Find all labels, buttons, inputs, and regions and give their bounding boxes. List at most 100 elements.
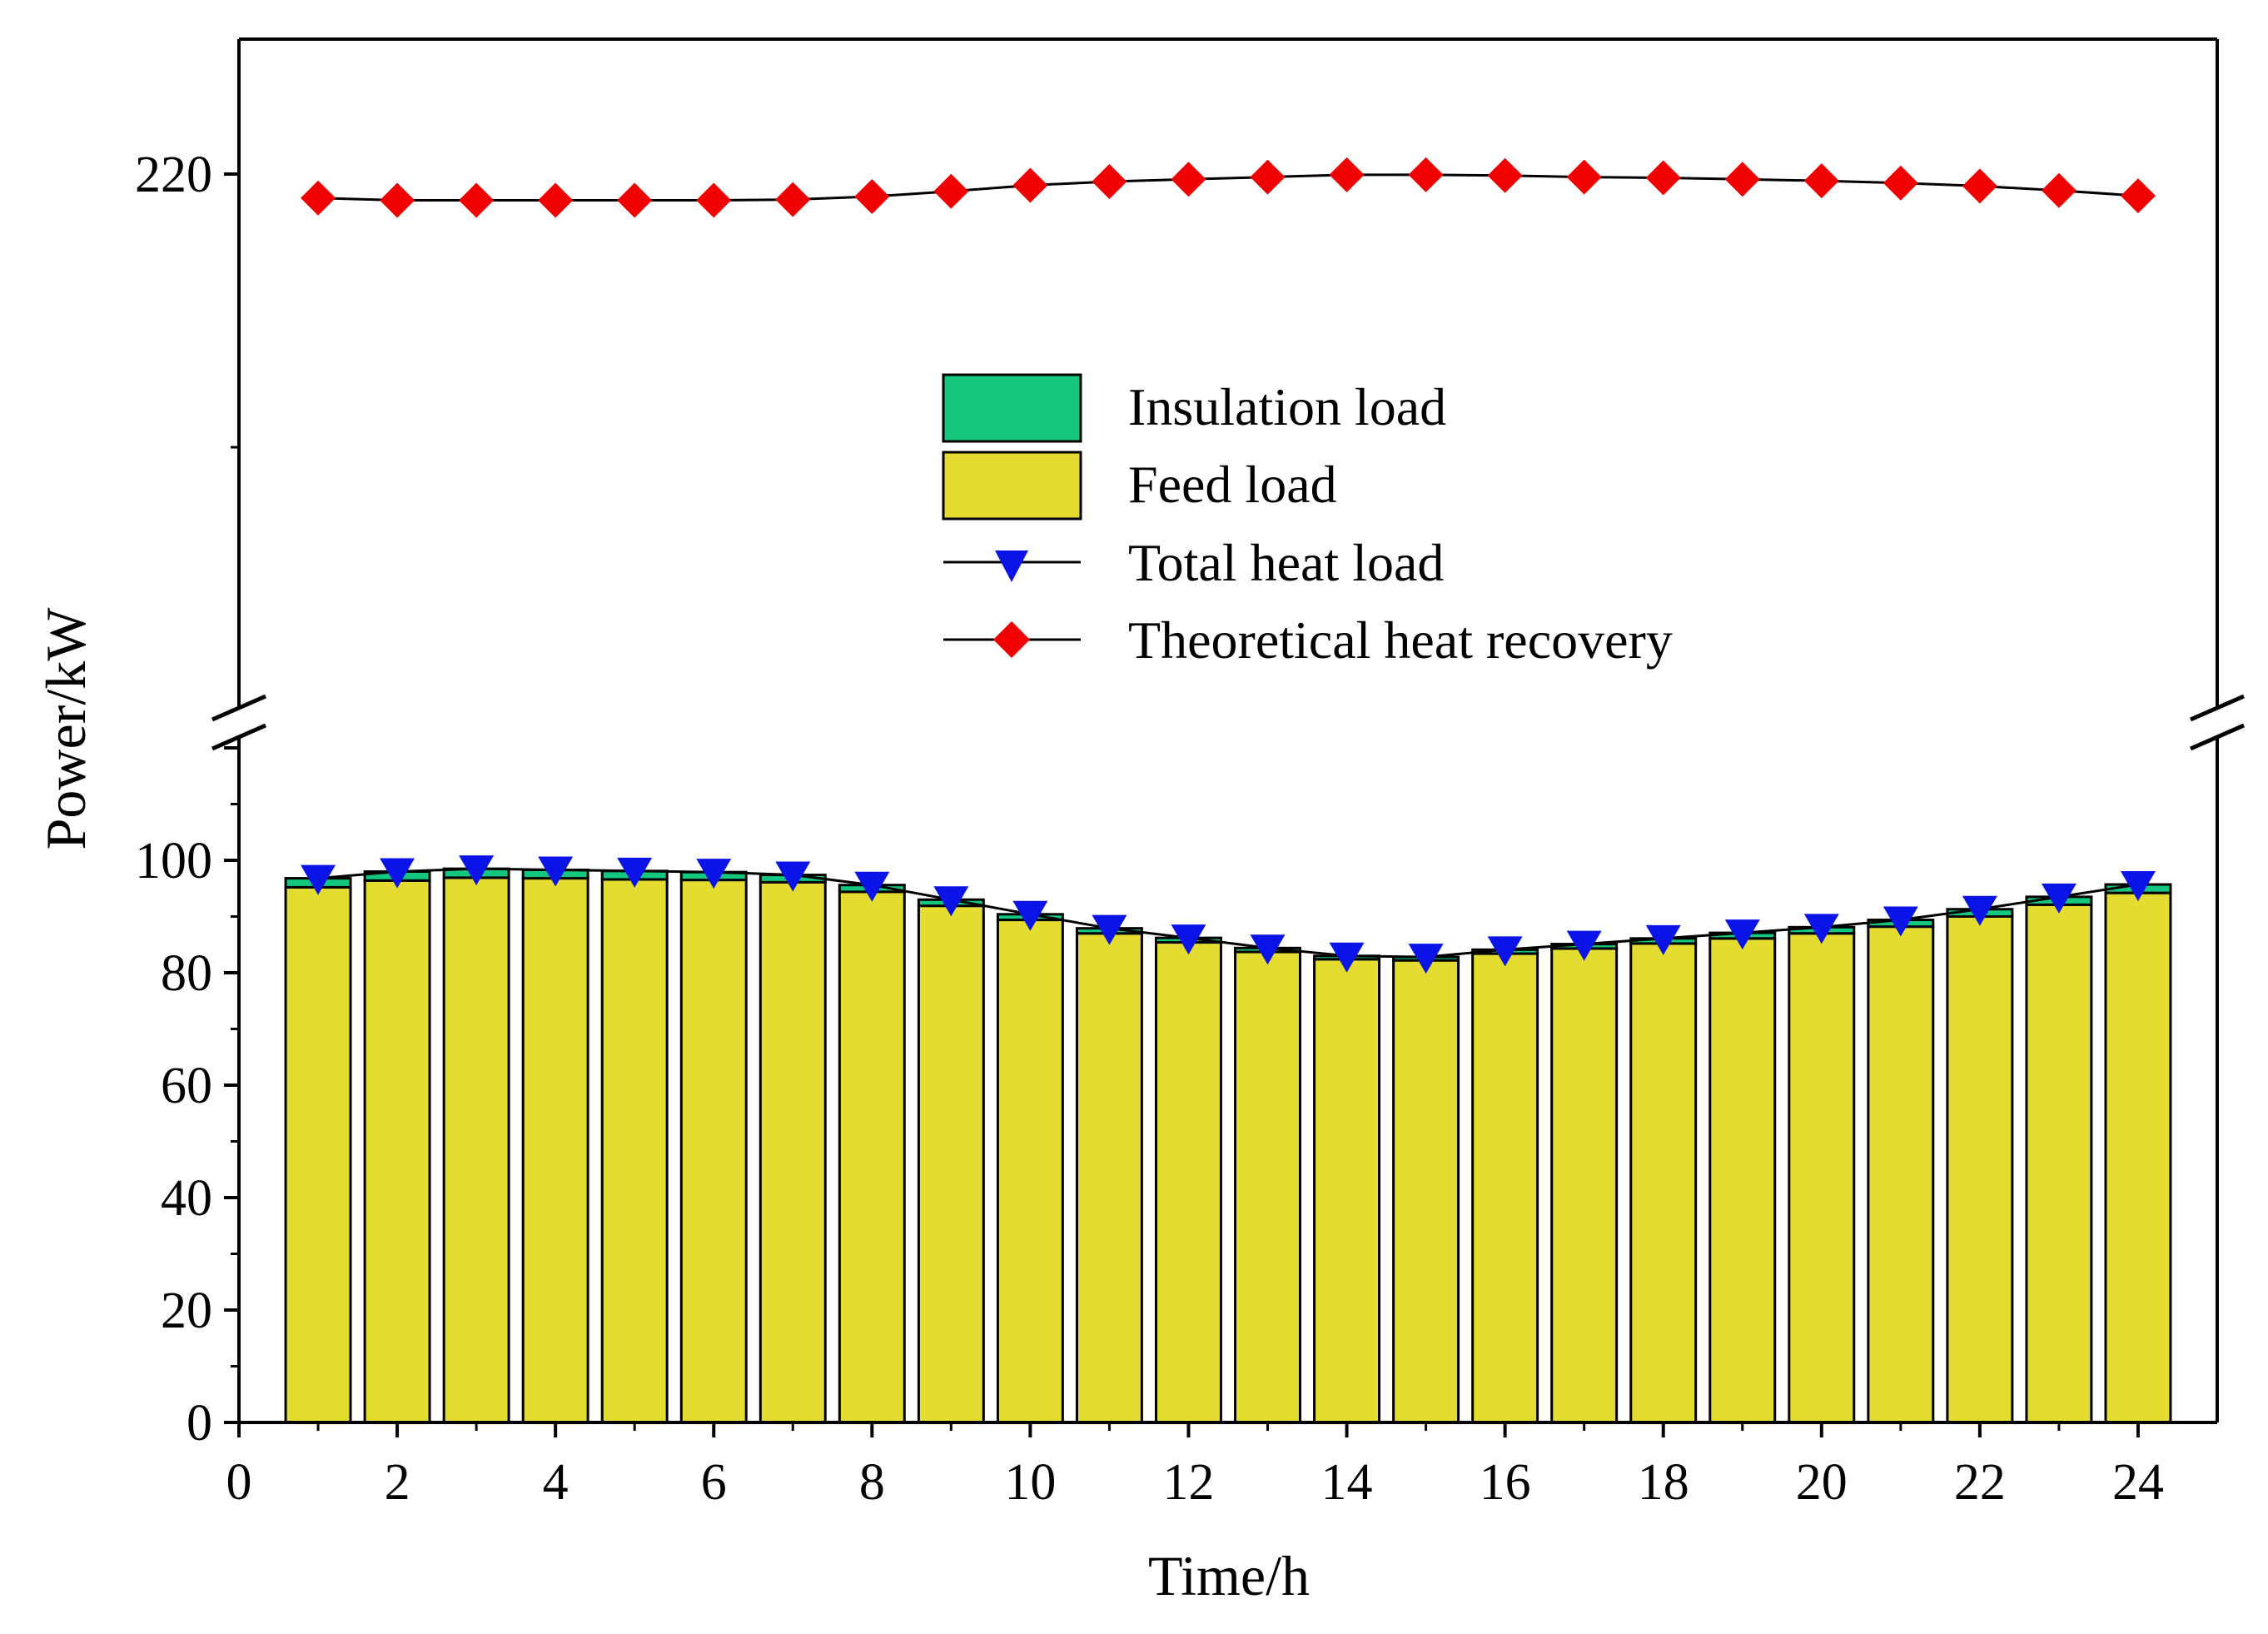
feed-bar — [1471, 952, 1539, 1424]
recovery-marker — [2041, 172, 2077, 208]
feed-bar — [2025, 903, 2093, 1424]
recovery-marker — [854, 179, 890, 214]
total-heat-marker — [1645, 924, 1681, 955]
total-heat-marker — [1803, 914, 1839, 944]
total-heat-marker — [1566, 930, 1602, 961]
feed-bar — [1155, 941, 1222, 1424]
x-tick-label: 4 — [543, 1454, 569, 1511]
feed-bar — [1946, 915, 2014, 1424]
right-axis-break-mark — [2189, 694, 2246, 722]
total-heat-marker — [459, 855, 495, 886]
total-heat-marker — [696, 859, 732, 889]
x-tick-label: 16 — [1480, 1454, 1531, 1511]
recovery-marker — [617, 182, 653, 218]
feed-bar — [600, 878, 669, 1424]
legend-marker-total — [995, 550, 1028, 582]
legend-marker-recovery — [993, 621, 1030, 658]
x-tick-label: 24 — [2112, 1454, 2164, 1511]
legend-label-insulation: Insulation load — [1128, 377, 1446, 436]
x-axis-title: Time/h — [1148, 1544, 1310, 1607]
feed-bar — [996, 919, 1064, 1424]
recovery-marker — [1803, 163, 1839, 199]
x-tick-label: 2 — [385, 1454, 410, 1511]
recovery-marker — [2120, 178, 2156, 214]
y-axis-break-mark — [211, 694, 267, 722]
total-heat-marker — [1171, 924, 1206, 955]
total-heat-marker — [1883, 906, 1918, 937]
x-tick-label: 18 — [1638, 1454, 1689, 1511]
x-tick-label: 10 — [1004, 1454, 1056, 1511]
recovery-marker — [380, 182, 415, 218]
recovery-marker — [538, 182, 574, 218]
recovery-marker — [301, 180, 336, 216]
legend-label-total: Total heat load — [1128, 533, 1444, 592]
total-heat-marker — [2041, 883, 2077, 914]
y-tick-label: 80 — [161, 945, 212, 1002]
feed-bar — [679, 879, 748, 1424]
total-heat-marker — [1962, 895, 1997, 926]
recovery-line — [317, 173, 2139, 202]
recovery-marker — [1092, 164, 1127, 199]
feed-bar — [1788, 932, 1856, 1424]
feed-bar — [1708, 937, 1777, 1424]
legend-swatch-feed — [942, 451, 1082, 521]
x-tick-label: 22 — [1954, 1454, 2006, 1511]
right-axis-break-mark — [2189, 723, 2246, 751]
feed-bar — [1313, 958, 1381, 1424]
total-heat-marker — [1329, 942, 1365, 973]
recovery-marker — [1645, 160, 1681, 196]
x-tick-label: 20 — [1796, 1454, 1848, 1511]
feed-bar — [758, 880, 827, 1424]
total-heat-line — [317, 867, 2139, 959]
total-heat-marker — [1012, 900, 1048, 931]
y-tick-label: 100 — [135, 833, 212, 889]
feed-bar — [363, 879, 431, 1424]
feed-bar — [442, 876, 510, 1424]
legend-label-recovery: Theoretical heat recovery — [1128, 610, 1673, 670]
feed-bar — [1075, 932, 1143, 1424]
total-heat-marker — [1250, 934, 1286, 965]
x-tick-label: 12 — [1162, 1454, 1214, 1511]
feed-bar — [521, 877, 589, 1424]
feed-bar — [838, 890, 906, 1424]
legend-swatch-insulation — [942, 373, 1082, 443]
y-tick-label: 60 — [161, 1058, 212, 1114]
feed-bar — [1234, 950, 1301, 1424]
feed-bar — [917, 904, 985, 1424]
total-heat-marker — [1408, 944, 1444, 974]
feed-bar — [284, 885, 352, 1424]
total-heat-marker — [380, 858, 415, 889]
x-tick-label: 6 — [701, 1454, 727, 1511]
total-heat-marker — [2120, 871, 2156, 902]
recovery-marker — [775, 182, 811, 217]
total-heat-marker — [617, 857, 653, 888]
total-heat-marker — [854, 871, 890, 902]
recovery-marker — [1566, 159, 1602, 195]
total-heat-marker — [1092, 914, 1127, 945]
recovery-marker — [1883, 165, 1918, 201]
feed-bar — [1629, 942, 1698, 1424]
total-heat-marker — [1724, 919, 1760, 950]
recovery-marker — [933, 173, 969, 209]
x-tick-label: 8 — [859, 1454, 885, 1511]
recovery-marker — [1012, 167, 1048, 203]
y-tick-label: 40 — [161, 1170, 212, 1227]
total-heat-marker — [301, 864, 336, 895]
x-tick-label: 14 — [1321, 1454, 1373, 1511]
markers-layer — [301, 157, 2156, 974]
legend: Insulation load Feed load Total heat loa… — [942, 373, 1673, 670]
y-tick-label: 220 — [135, 147, 212, 203]
recovery-marker — [1171, 162, 1206, 197]
feed-bar — [1867, 925, 1935, 1424]
recovery-marker — [1487, 157, 1523, 193]
feed-bar — [2104, 891, 2172, 1424]
feed-bar — [1550, 947, 1619, 1424]
recovery-marker — [1962, 168, 1997, 204]
bars-layer — [284, 867, 2172, 1424]
y-axis-break-mark — [211, 723, 267, 751]
feed-bar — [1392, 959, 1460, 1424]
legend-label-feed: Feed load — [1128, 455, 1337, 514]
